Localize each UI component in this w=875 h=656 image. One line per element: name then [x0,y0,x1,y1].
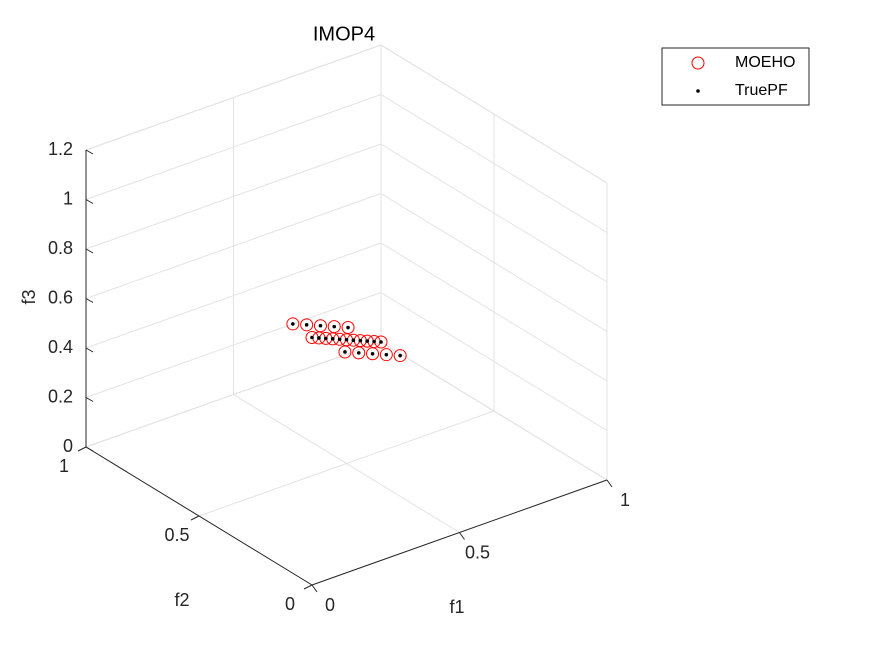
z-tick [85,347,94,353]
data-point [346,325,350,330]
z-tick-label: 0 [63,436,73,456]
data-point [356,351,361,355]
grid-line [380,94,608,233]
z-tick-label: 0.6 [48,287,73,307]
data-point [317,336,321,340]
z-tick-label: 0.4 [48,337,73,357]
data-point [291,322,295,326]
data-point [304,323,309,327]
data-point [370,351,375,356]
chart-title: IMOP4 [313,23,375,45]
y-axis-label: f2 [174,590,189,610]
x-tick-label: 1 [620,490,630,510]
data-point [398,353,402,358]
data-point [344,337,349,342]
series [291,322,402,358]
grid-line [380,143,608,283]
z-tick [85,298,94,303]
data-point [332,324,337,329]
data-point [286,317,300,331]
y-tick [303,584,313,590]
data-point [351,338,356,343]
grid-line [85,94,382,200]
z-tick-label: 1 [63,188,73,208]
legend-marker [696,89,700,93]
z-tick-label: 0.2 [48,386,73,406]
z-tick [85,446,94,452]
grid-line [380,292,608,431]
legend-label: MOEHO [735,54,795,71]
grid-line [380,44,608,184]
grid-line [85,242,382,349]
data-point [318,323,323,328]
data-point [310,335,314,340]
z-tick [85,199,94,204]
x-tick [606,479,613,488]
z-axis-label: f3 [19,289,39,304]
y-tick-label: 1 [59,456,69,476]
z-tick-label: 0.8 [48,238,73,258]
x-tick-label: 0 [325,595,335,615]
data-point [327,320,341,334]
x-axis-label: f1 [449,597,464,617]
data-point [337,337,342,342]
data-point [379,340,383,344]
data-point [343,350,347,354]
grid-line [198,410,495,517]
data-point [330,337,335,341]
legend-marker [691,56,705,70]
z-tick [85,248,94,254]
data-point [379,348,393,362]
data-point [300,318,314,332]
y-tick [190,515,200,521]
data-point [393,349,407,363]
data-point [365,339,370,343]
z-tick [85,397,94,402]
y-tick [77,446,87,452]
y-tick-label: 0.5 [164,525,189,545]
x-tick-label: 0.5 [465,542,490,562]
grid-line [380,193,608,332]
data-point [313,319,327,333]
grid-line [85,341,382,448]
grid-line [85,193,382,299]
data-point [341,321,355,335]
x-tick [311,584,318,593]
grid-line [85,44,382,151]
grid-line [380,341,608,481]
data-point [358,338,363,343]
grid-line [85,292,382,398]
legend-label: TruePF [735,82,788,99]
legend: MOEHO TruePF [661,47,810,106]
legend-box [661,47,810,106]
data-point [384,352,389,357]
data-point [324,336,328,341]
data-point [372,339,376,344]
grid-line [85,143,382,250]
y-tick-label: 0 [285,594,295,614]
z-tick [85,149,94,155]
grid-line [380,242,608,382]
z-tick-label: 1.2 [48,139,73,159]
x-tick [459,532,465,540]
